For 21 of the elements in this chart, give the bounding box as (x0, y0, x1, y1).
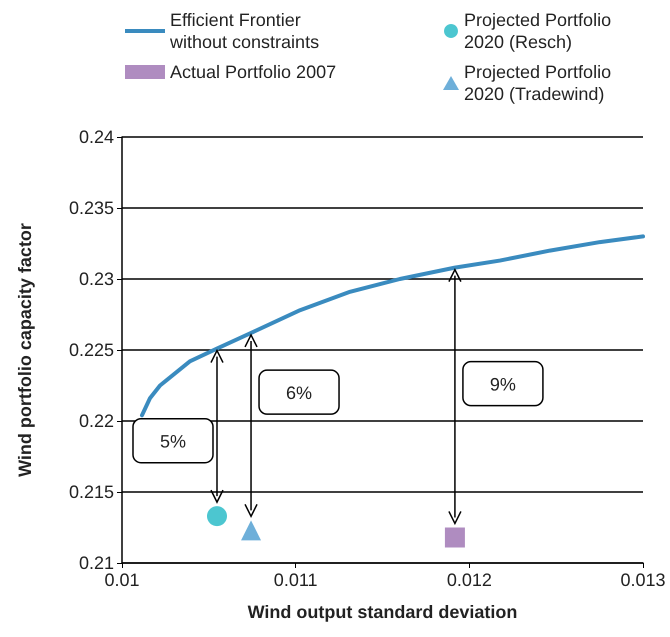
y-tick-label: 0.22 (78, 411, 114, 431)
y-tick-label: 0.23 (78, 269, 114, 289)
x-tick-label: 0.01 (104, 570, 140, 590)
annotation: 9% (490, 374, 516, 395)
y-tick-label: 0.21 (78, 553, 114, 573)
y-tick-label: 0.235 (68, 198, 114, 218)
annotation: 5% (160, 432, 186, 452)
legend-label: Projected Portfolio 2020 (Tradewind) (464, 62, 616, 104)
x-tick-label: 0.011 (274, 570, 318, 590)
legend-label: Efficient Frontier without constraints (169, 10, 320, 52)
y-tick-label: 0.215 (68, 482, 114, 502)
legend-label: Actual Portfolio 2007 (170, 62, 336, 82)
x-tick-label: 0.013 (620, 570, 666, 590)
legend-label: Projected Portfolio 2020 (Resch) (464, 10, 616, 52)
x-axis-title: Wind output standard deviation (248, 602, 518, 622)
line-series (140, 234, 645, 418)
y-axis-title: Wind portfolio capacity factor (15, 223, 35, 477)
y-tick-label: 0.225 (68, 340, 114, 360)
y-tick-label: 0.24 (78, 127, 114, 147)
annotation: 6% (286, 383, 312, 404)
x-tick-label: 0.012 (446, 570, 492, 590)
